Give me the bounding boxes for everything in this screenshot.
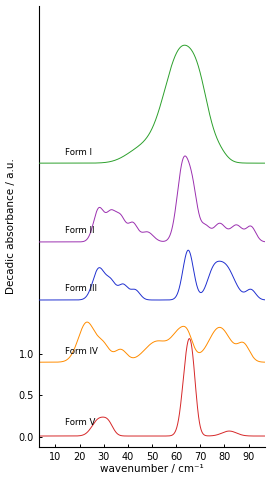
Text: Form I: Form I [65, 147, 92, 156]
Text: Form II: Form II [65, 226, 95, 235]
Text: Form IV: Form IV [65, 347, 98, 356]
X-axis label: wavenumber / cm⁻¹: wavenumber / cm⁻¹ [100, 465, 204, 474]
Y-axis label: Decadic absorbance / a.u.: Decadic absorbance / a.u. [6, 158, 15, 294]
Text: Form V: Form V [65, 418, 95, 427]
Text: Form III: Form III [65, 284, 97, 293]
